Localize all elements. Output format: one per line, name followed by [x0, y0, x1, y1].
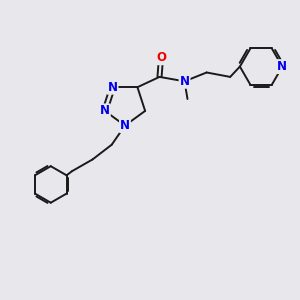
Text: N: N	[277, 60, 287, 73]
Text: N: N	[120, 119, 130, 132]
Text: N: N	[100, 104, 110, 117]
Text: O: O	[156, 51, 166, 64]
Text: N: N	[179, 75, 190, 88]
Text: N: N	[107, 81, 118, 94]
